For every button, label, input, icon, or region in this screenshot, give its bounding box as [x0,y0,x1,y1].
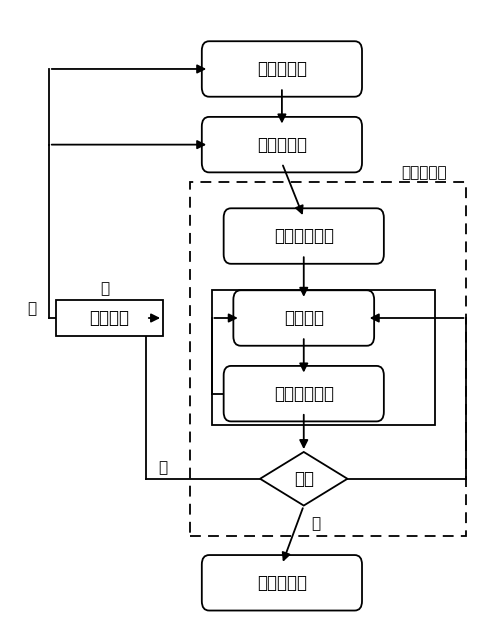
Text: 方法初始化: 方法初始化 [257,60,307,78]
Bar [56,300,163,336]
Text: 无模型估计: 无模型估计 [401,165,446,181]
Text: 是: 是 [311,516,321,530]
Text: 试验计数: 试验计数 [89,309,130,327]
Text: 否: 否 [158,460,167,475]
FancyBboxPatch shape [202,117,362,172]
Bar [212,289,435,425]
Text: 最优控制点: 最优控制点 [257,574,307,591]
FancyBboxPatch shape [224,366,384,422]
Polygon shape [260,452,348,506]
Text: 是: 是 [100,281,109,296]
Text: 无模型后处理: 无模型后处理 [274,385,334,403]
Text: 否: 否 [27,301,36,316]
FancyBboxPatch shape [233,290,374,346]
Bar [190,183,466,536]
FancyBboxPatch shape [224,209,384,264]
Text: 单纯形方法: 单纯形方法 [257,135,307,154]
FancyBboxPatch shape [202,555,362,611]
Text: 无模型预处理: 无模型预处理 [274,227,334,245]
Text: 验证: 验证 [294,470,314,488]
Text: 在线试验: 在线试验 [284,309,324,327]
FancyBboxPatch shape [202,41,362,97]
